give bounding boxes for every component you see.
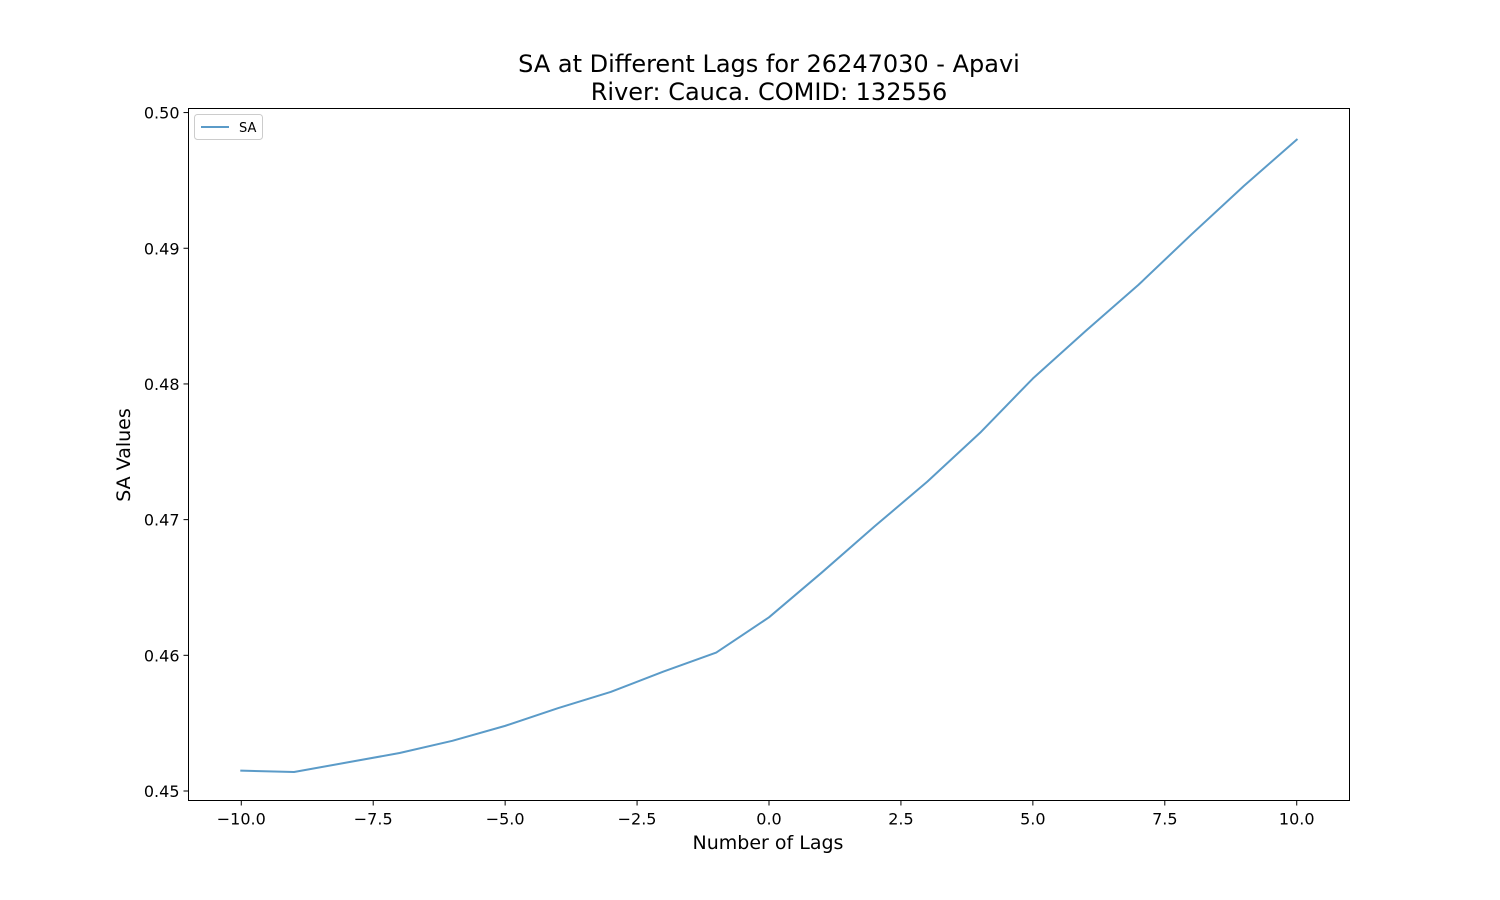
legend-label-sa: SA (239, 121, 256, 136)
x-tick-label: 10.0 (1279, 810, 1315, 829)
x-tick-label: −5.0 (486, 810, 525, 829)
x-tick-label: 5.0 (1020, 810, 1045, 829)
y-axis-label: SA Values (113, 408, 135, 502)
y-axis-ticks: 0.45 0.46 0.47 0.48 0.49 0.50 (144, 104, 189, 801)
legend: SA (194, 114, 263, 140)
y-tick-label: 0.50 (144, 104, 180, 123)
y-tick-label: 0.47 (144, 511, 180, 530)
y-tick-label: 0.48 (144, 375, 180, 394)
chart-title: SA at Different Lags for 26247030 - Apav… (518, 50, 1020, 78)
x-tick-label: −7.5 (354, 810, 393, 829)
x-tick-label: 0.0 (756, 810, 781, 829)
y-tick-label: 0.46 (144, 646, 180, 665)
x-tick-label: −10.0 (217, 810, 266, 829)
x-tick-label: 2.5 (888, 810, 913, 829)
series-line-sa (240, 138, 1299, 774)
y-tick-label: 0.45 (144, 782, 180, 801)
x-tick-label: −2.5 (618, 810, 657, 829)
x-axis-label: Number of Lags (693, 832, 844, 854)
x-axis-ticks: −10.0 −7.5 −5.0 −2.5 0.0 2.5 5.0 7.5 10.0 (217, 800, 1315, 829)
chart-subtitle: River: Cauca. COMID: 132556 (591, 78, 948, 106)
x-tick-label: 7.5 (1152, 810, 1177, 829)
y-tick-label: 0.49 (144, 239, 180, 258)
series-layer (240, 138, 1299, 774)
plot-area-frame (188, 108, 1350, 801)
